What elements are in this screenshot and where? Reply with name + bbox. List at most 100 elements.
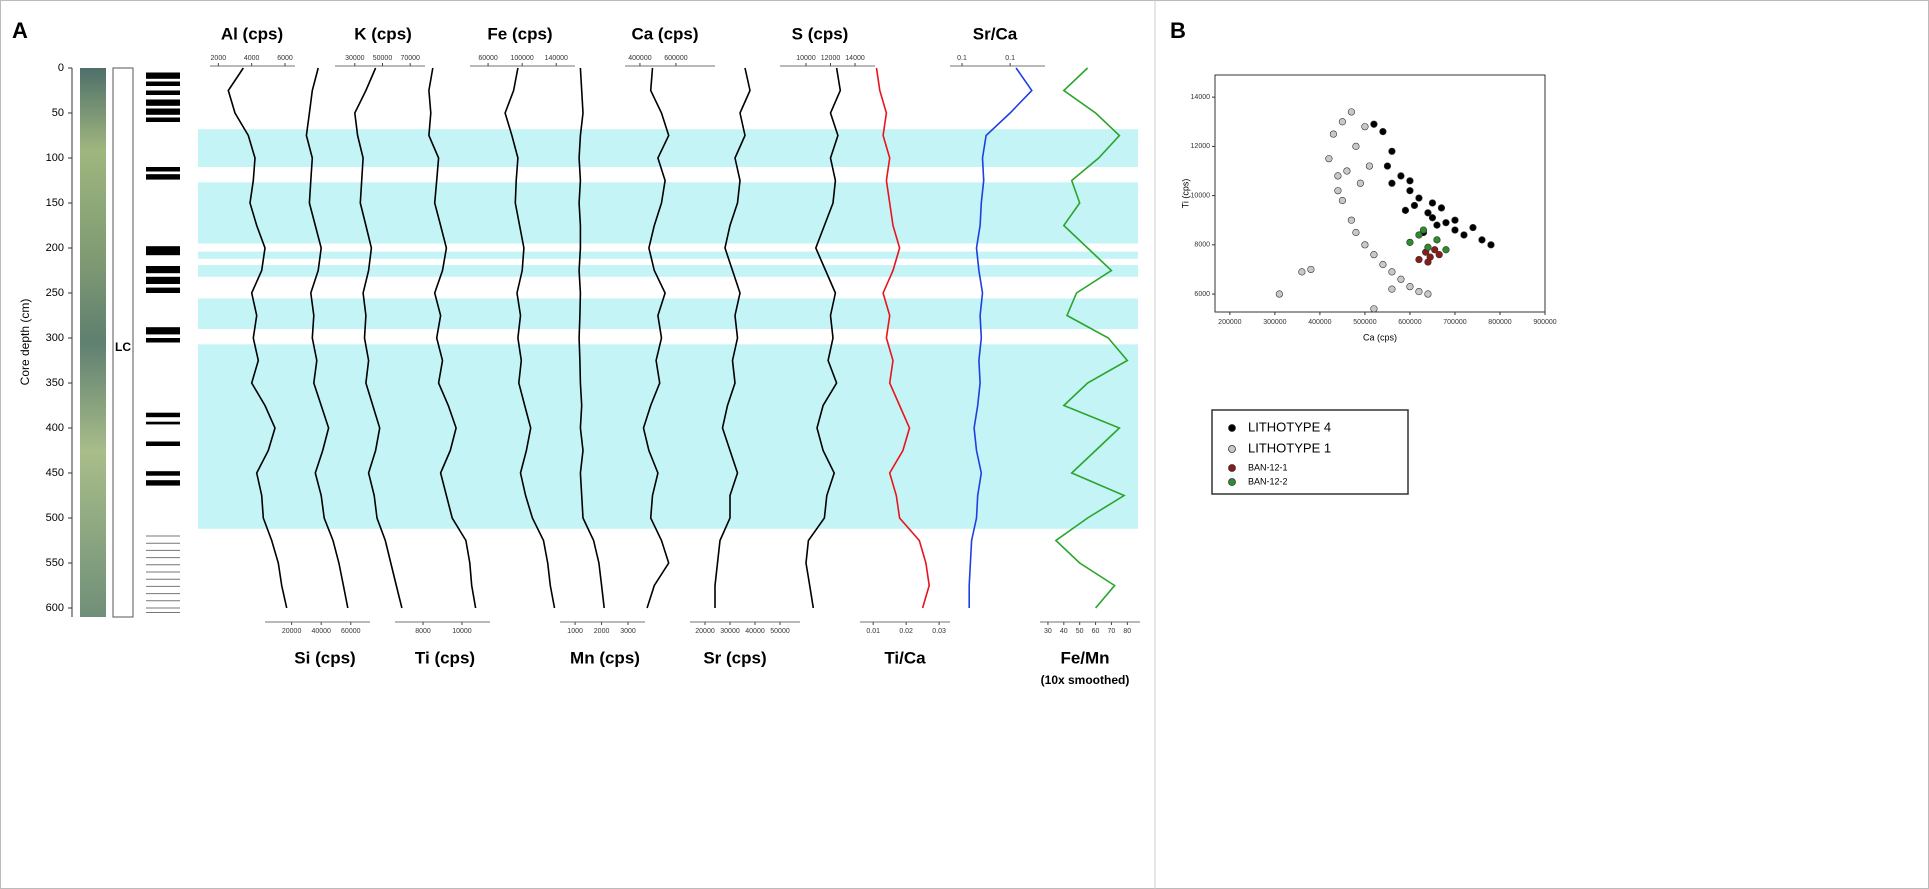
lithology-band [146,90,180,95]
scatter-point [1424,290,1432,298]
lithology-band [146,412,180,418]
core-log [112,67,134,618]
highlight-band [198,182,1138,244]
x-tick-label: 50000 [770,628,790,635]
profile-line [875,67,931,609]
y-tick-label: 0 [58,62,64,74]
lithology-band [146,421,180,425]
scatter-point [1325,155,1333,163]
lithology-band [146,480,180,486]
scatter-point [1478,236,1486,244]
y-tick-label: 350 [46,377,64,389]
highlight-band [198,251,1138,259]
track-title: Fe (cps) [487,24,552,43]
x-tick-label: 60000 [341,628,361,635]
x-tick-label: 700000 [1443,319,1466,326]
scatter-point [1406,238,1414,246]
x-tick-label: 10000 [796,55,816,62]
x-tick-label: 30 [1044,628,1052,635]
profile-line [428,67,477,609]
scatter-point [1406,283,1414,291]
scatter-point [1347,216,1356,224]
y-tick-label: 100 [46,152,64,164]
lithology-band [146,167,180,172]
track-title: Si (cps) [294,648,355,667]
lithology-band [146,81,180,86]
x-tick-label: 80 [1123,628,1131,635]
scatter-point [1298,268,1306,276]
scatter-point [1406,187,1414,195]
scatter-point [1347,108,1356,116]
x-tick-label: 12000 [821,55,841,62]
highlight-band [198,265,1138,277]
scatter-point [1487,241,1495,249]
x-tick-label: 0.1 [1005,55,1015,62]
panel-label: A [12,18,28,43]
x-tick-label: 8000 [415,628,431,635]
x-tick-label: 200000 [1218,319,1241,326]
x-tick-label: 4000 [244,55,260,62]
y-tick-label: 300 [46,332,64,344]
scatter-point [1352,142,1360,150]
profile-line [968,67,1033,608]
x-tick-label: 10000 [452,628,472,635]
scatter-point [1334,187,1342,195]
scatter-point [1338,196,1347,205]
scatter-point [1365,162,1374,170]
track-title: Sr (cps) [703,648,766,667]
scatter-point [1379,128,1387,136]
track-title: Sr/Ca [973,24,1018,43]
lithology-band [146,117,180,122]
x-tick-label: 500000 [1353,319,1376,326]
x-tick-label: 800000 [1488,319,1511,326]
x-tick-label: 70000 [400,55,420,62]
track-title: S (cps) [792,24,849,43]
scatter-point [1406,177,1414,185]
track-title: Mn (cps) [570,648,640,667]
plot-frame [1214,74,1546,313]
track-title: Ca (cps) [631,24,698,43]
scatter-point [1361,123,1369,131]
x-tick-label: 600000 [664,55,687,62]
scatter-point [1338,118,1347,126]
x-tick-label: 30000 [345,55,365,62]
legend-label: LITHOTYPE 1 [1248,440,1331,455]
x-tick-label: 0.03 [932,628,946,635]
scatter-point [1424,258,1432,266]
x-tick-label: 900000 [1533,319,1556,326]
legend-label: BAN-12-2 [1248,476,1288,486]
scatter-point [1435,251,1443,259]
scatter-point [1433,236,1441,244]
scatter-point [1460,231,1468,239]
scatter-point [1370,251,1378,259]
core-label: LC [115,340,131,354]
legend-marker [1228,445,1236,453]
scatter-point [1388,179,1396,187]
y-tick-label: 500 [46,512,64,524]
legend-label: BAN-12-1 [1248,462,1288,472]
x-axis-label: Ca (cps) [1363,332,1397,342]
scatter-point [1451,216,1459,224]
scatter-point [1424,209,1432,217]
x-tick-label: 2000 [594,628,610,635]
scatter-point [1388,147,1396,155]
lithology-band [146,338,180,343]
y-tick-label: 400 [46,422,64,434]
track-subtitle: (10x smoothed) [1041,673,1130,687]
scatter-point [1442,246,1450,254]
scatter-point [1307,265,1315,274]
x-tick-label: 60000 [478,55,498,62]
profile-line [805,67,842,609]
x-tick-label: 2000 [211,55,227,62]
x-tick-label: 140000 [545,55,568,62]
scatter-point [1424,243,1432,251]
lithology-band [146,276,180,284]
y-axis-label: Ti (cps) [1180,179,1190,209]
profile-line [227,67,288,609]
core-image [80,68,106,617]
lithology-band [146,327,180,335]
scatter-point [1379,260,1387,269]
y-tick-label: 8000 [1194,242,1210,249]
y-tick-label: 550 [46,557,64,569]
